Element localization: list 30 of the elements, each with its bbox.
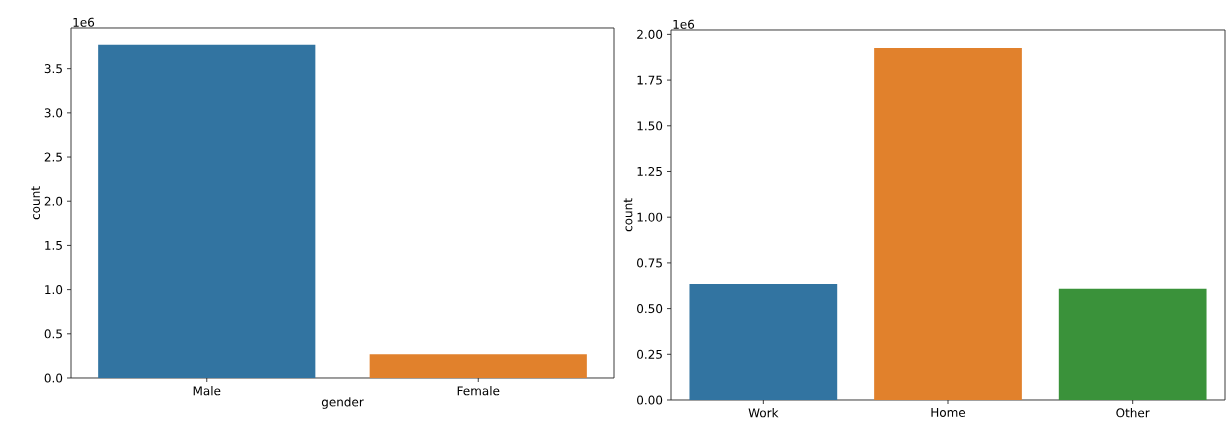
y-tick-label: 1.00 <box>637 212 663 222</box>
x-tick-label: Female <box>457 386 500 396</box>
x-tick-label: Home <box>931 408 966 417</box>
text: 1e6 <box>73 17 95 27</box>
y-tick-label: 0.25 <box>637 349 662 359</box>
y-axis-title: count <box>31 186 41 220</box>
bar <box>1058 288 1207 400</box>
y-tick-label: 1.75 <box>637 75 662 85</box>
x-axis-title: gender <box>321 397 364 409</box>
y-tick-label: 1.5 <box>45 240 62 250</box>
y-axis-title: count <box>623 198 633 232</box>
bar <box>689 284 838 400</box>
y-tick-label: 0.00 <box>637 395 663 405</box>
x-tick-label: Male <box>193 386 221 396</box>
y-tick-label: 2.5 <box>44 152 62 162</box>
y-tick-label: 1.0 <box>45 285 63 295</box>
y-tick-label: 0.75 <box>637 258 662 268</box>
bar <box>874 47 1022 400</box>
text: 1e6 <box>673 19 695 29</box>
y-tick-label: 1.25 <box>637 166 662 177</box>
y-tick-label: 2.0 <box>44 196 63 206</box>
y-tick-label: 2.00 <box>637 29 663 39</box>
y-tick-label: 0.5 <box>44 329 62 339</box>
y-tick-label: 0.50 <box>637 304 663 314</box>
x-tick-label: Other <box>1116 408 1150 418</box>
x-tick-label: Work <box>748 408 779 418</box>
y-tick-label: 1.50 <box>637 121 663 131</box>
y-tick-label: 3.5 <box>44 64 62 74</box>
y-tick-label: 0.0 <box>44 373 63 383</box>
y-tick-label: 3.0 <box>44 108 63 118</box>
